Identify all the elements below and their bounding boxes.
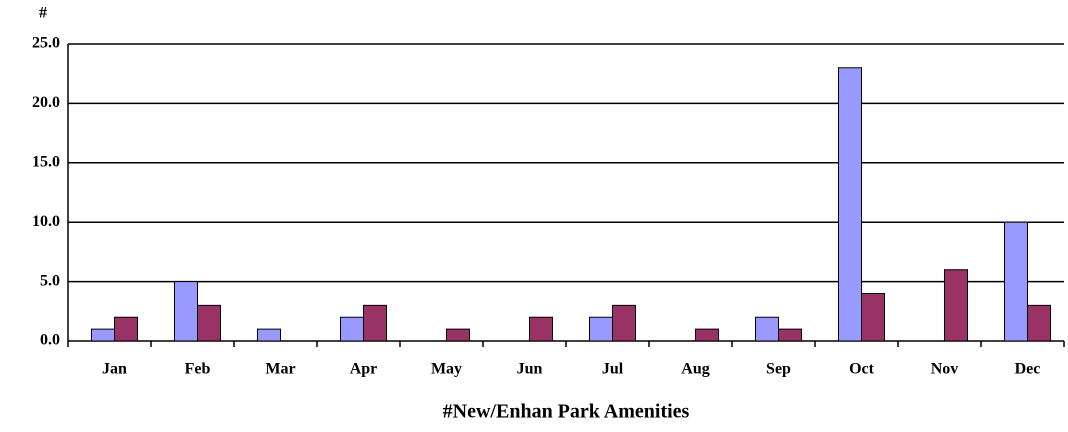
x-tick-label: Oct [849,361,875,378]
bar [340,316,364,342]
bar [363,304,387,342]
x-tick-label: May [431,361,462,378]
x-tick-label: Jul [602,361,624,378]
x-tick-label: Feb [185,361,211,378]
bar [174,281,198,342]
x-tick-label: Apr [350,361,378,378]
bar [197,304,221,342]
x-tick-label: Nov [931,361,959,378]
y-tick-label: 25.0 [32,35,60,52]
bar [1027,304,1051,342]
bar [114,316,138,342]
bar [838,67,862,342]
x-tick-label: Mar [265,361,295,378]
y-tick-label: 10.0 [32,213,60,230]
bar [861,292,885,342]
bar [589,316,613,342]
bar [1004,221,1028,342]
bar [755,316,779,342]
y-tick-label: 0.0 [40,332,60,349]
bar [446,328,470,342]
x-tick-label: Sep [766,361,791,378]
bar [257,328,281,342]
y-tick-label: 15.0 [32,153,60,170]
y-tick-label: 20.0 [32,94,60,111]
y-axis-label: # [39,5,47,22]
bar [778,328,802,342]
bar [695,328,719,342]
x-tick-label: Dec [1015,361,1041,378]
bar [91,328,115,342]
y-tick-label: 5.0 [40,272,60,289]
bar [612,304,636,342]
x-axis-label: #New/Enhan Park Amenities [443,401,690,423]
bar [529,316,553,342]
x-tick-label: Aug [681,361,709,378]
bar [944,269,968,342]
x-tick-label: Jun [517,361,543,378]
x-tick-label: Jan [102,361,127,378]
